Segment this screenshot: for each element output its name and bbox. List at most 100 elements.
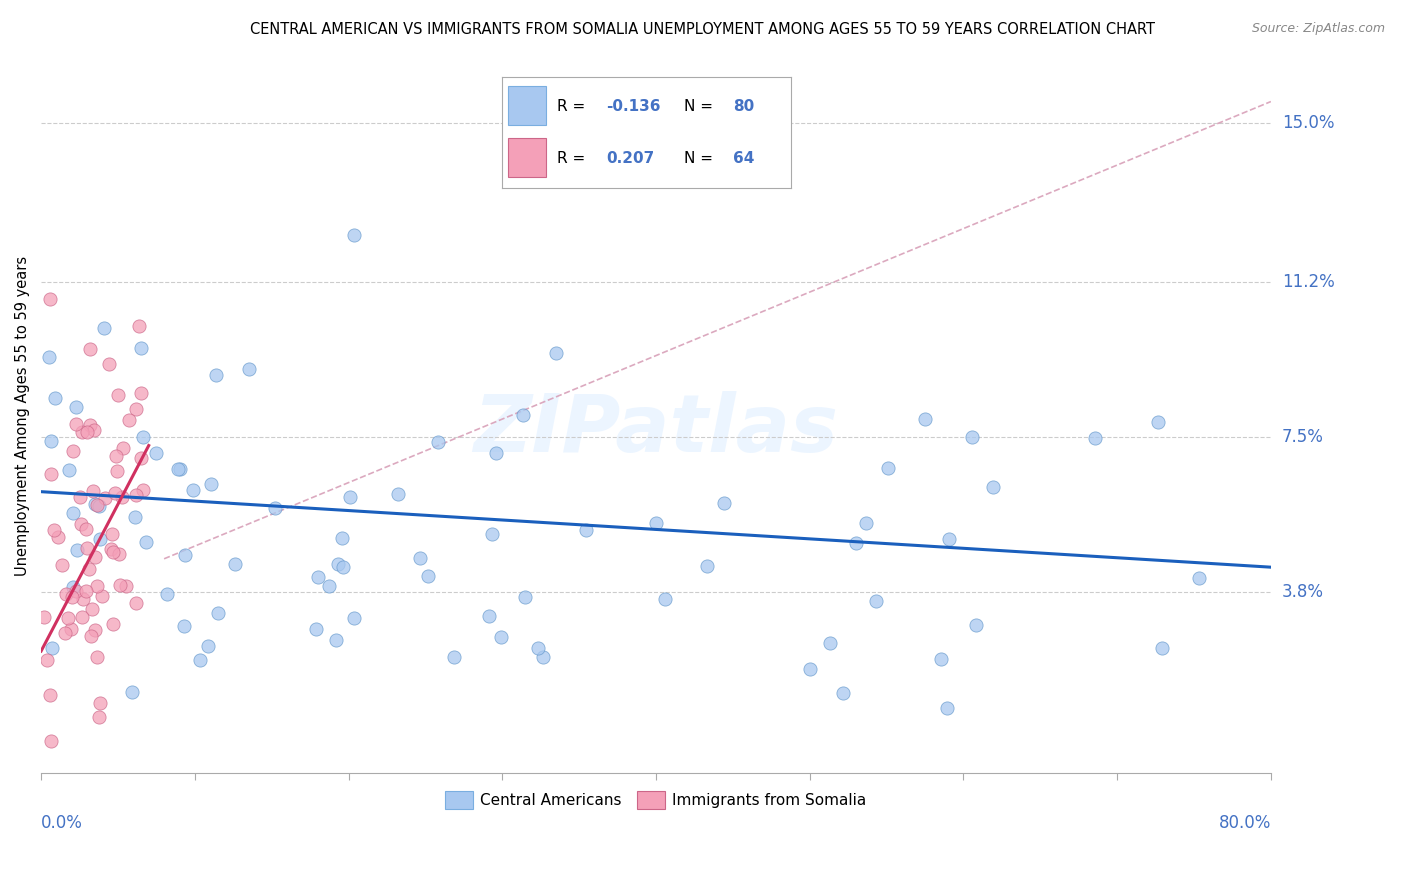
Point — [77, 562, 100, 576]
Point — [84, 550, 107, 565]
Point — [93, 320, 115, 334]
Point — [325, 633, 347, 648]
Point — [70, 425, 93, 439]
Point — [108, 547, 131, 561]
Point — [44, 391, 66, 405]
Text: 7.5%: 7.5% — [1282, 428, 1324, 446]
Point — [481, 526, 503, 541]
Point — [654, 591, 676, 606]
Point — [104, 486, 127, 500]
Point — [112, 441, 135, 455]
Point — [62, 506, 84, 520]
Point — [41, 641, 63, 656]
Point — [124, 510, 146, 524]
Point — [426, 434, 449, 449]
Point — [65, 417, 87, 431]
Point — [135, 535, 157, 549]
Text: 3.8%: 3.8% — [1282, 583, 1324, 601]
Point — [38, 350, 60, 364]
Point — [72, 592, 94, 607]
Point — [575, 523, 598, 537]
Text: 0.0%: 0.0% — [41, 814, 83, 832]
Point — [60, 622, 83, 636]
Text: 11.2%: 11.2% — [1282, 273, 1334, 291]
Point — [76, 425, 98, 439]
Point — [845, 536, 868, 550]
Point — [238, 361, 260, 376]
Text: Source: ZipAtlas.com: Source: ZipAtlas.com — [1251, 22, 1385, 36]
Point — [101, 616, 124, 631]
Point — [527, 640, 550, 655]
Point — [128, 318, 150, 333]
Point — [936, 701, 959, 715]
Point — [65, 584, 87, 599]
Point — [938, 532, 960, 546]
Point — [69, 490, 91, 504]
Point — [46, 530, 69, 544]
Point — [339, 490, 361, 504]
Point — [101, 526, 124, 541]
Point — [60, 590, 83, 604]
Point — [145, 446, 167, 460]
Point — [305, 622, 328, 636]
Point — [111, 491, 134, 505]
Point — [696, 558, 718, 573]
Point — [94, 491, 117, 506]
Point — [200, 477, 222, 491]
Point — [818, 636, 841, 650]
Point — [91, 590, 114, 604]
Point — [173, 549, 195, 563]
Point — [197, 639, 219, 653]
Point — [84, 497, 107, 511]
Point — [326, 557, 349, 571]
Point — [188, 652, 211, 666]
Point — [53, 626, 76, 640]
Point — [70, 516, 93, 531]
Point — [103, 545, 125, 559]
Point — [83, 424, 105, 438]
Point — [865, 593, 887, 607]
Point — [75, 584, 97, 599]
Point — [1188, 571, 1211, 585]
Text: CENTRAL AMERICAN VS IMMIGRANTS FROM SOMALIA UNEMPLOYMENT AMONG AGES 55 TO 59 YEA: CENTRAL AMERICAN VS IMMIGRANTS FROM SOMA… — [250, 22, 1156, 37]
Point — [546, 346, 568, 360]
Point — [489, 630, 512, 644]
Point — [86, 499, 108, 513]
Point — [97, 357, 120, 371]
Point — [125, 596, 148, 610]
Point — [485, 445, 508, 459]
Point — [531, 650, 554, 665]
Point — [83, 624, 105, 638]
Point — [831, 686, 853, 700]
Point — [181, 483, 204, 497]
Point — [39, 292, 62, 306]
Point — [477, 608, 499, 623]
Point — [173, 619, 195, 633]
Point — [58, 463, 80, 477]
Point — [330, 531, 353, 545]
Point — [129, 342, 152, 356]
Point — [114, 579, 136, 593]
Point — [80, 629, 103, 643]
Point — [87, 499, 110, 513]
Point — [263, 501, 285, 516]
Point — [87, 710, 110, 724]
Point — [80, 602, 103, 616]
Point — [387, 487, 409, 501]
Point — [89, 696, 111, 710]
Point — [66, 543, 89, 558]
Point — [132, 430, 155, 444]
Point — [125, 401, 148, 416]
Point — [512, 408, 534, 422]
Point — [100, 542, 122, 557]
Point — [855, 516, 877, 530]
Point — [645, 516, 668, 530]
Point — [960, 430, 983, 444]
Point — [799, 662, 821, 676]
Point — [107, 388, 129, 402]
Point — [204, 368, 226, 383]
Legend: Central Americans, Immigrants from Somalia: Central Americans, Immigrants from Somal… — [439, 785, 873, 815]
Point — [121, 684, 143, 698]
Point — [89, 533, 111, 547]
Y-axis label: Unemployment Among Ages 55 to 59 years: Unemployment Among Ages 55 to 59 years — [15, 256, 30, 576]
